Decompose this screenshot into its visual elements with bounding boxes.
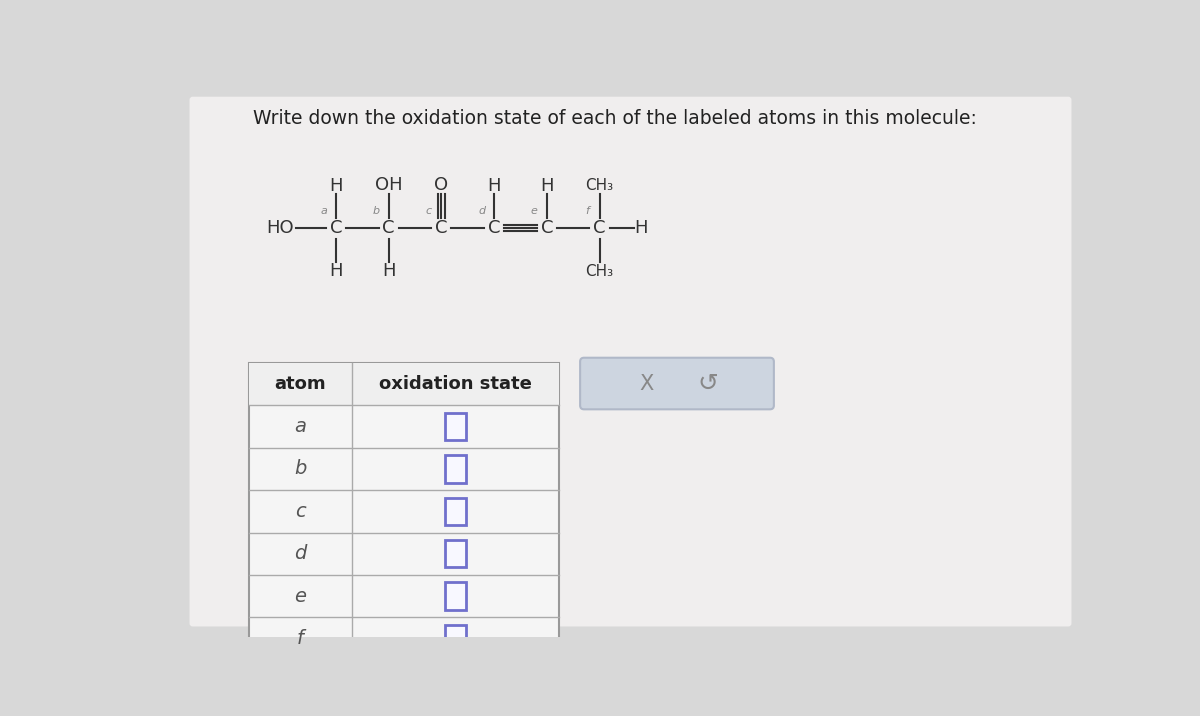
Bar [444,624,466,652]
Text: e: e [530,206,538,216]
Text: CH₃: CH₃ [586,178,613,193]
Text: H: H [487,177,500,195]
Text: C: C [593,219,606,238]
Text: C: C [488,219,500,238]
Bar [250,363,559,659]
Text: C: C [383,219,395,238]
Text: c: c [295,502,306,521]
Text: f: f [296,629,304,648]
Text: Write down the oxidation state of each of the labeled atoms in this molecule:: Write down the oxidation state of each o… [253,109,977,127]
Text: oxidation state: oxidation state [379,375,532,393]
Text: O: O [434,176,449,194]
Text: e: e [294,586,306,606]
Text: C: C [436,219,448,238]
Text: HO: HO [266,219,294,238]
Text: ↺: ↺ [697,372,719,395]
Text: CH₃: CH₃ [586,264,613,279]
Text: C: C [330,219,342,238]
Text: H: H [540,177,553,195]
Bar [444,413,466,440]
FancyBboxPatch shape [190,97,1072,626]
Text: a: a [320,206,328,216]
Text: OH: OH [374,176,402,194]
Bar [444,540,466,568]
Text: H: H [329,262,343,280]
Text: X: X [638,374,653,394]
Text: C: C [540,219,553,238]
Text: H: H [635,219,648,238]
Text: b: b [373,206,380,216]
Bar [250,363,559,405]
Text: b: b [294,460,306,478]
Text: a: a [294,417,306,436]
Text: H: H [382,262,396,280]
Text: atom: atom [275,375,326,393]
Text: d: d [478,206,485,216]
Text: d: d [294,544,306,563]
Text: f: f [586,206,589,216]
Bar [444,498,466,525]
Bar [444,455,466,483]
Text: H: H [329,177,343,195]
Bar [444,582,466,610]
Text: c: c [426,206,432,216]
FancyBboxPatch shape [580,358,774,410]
